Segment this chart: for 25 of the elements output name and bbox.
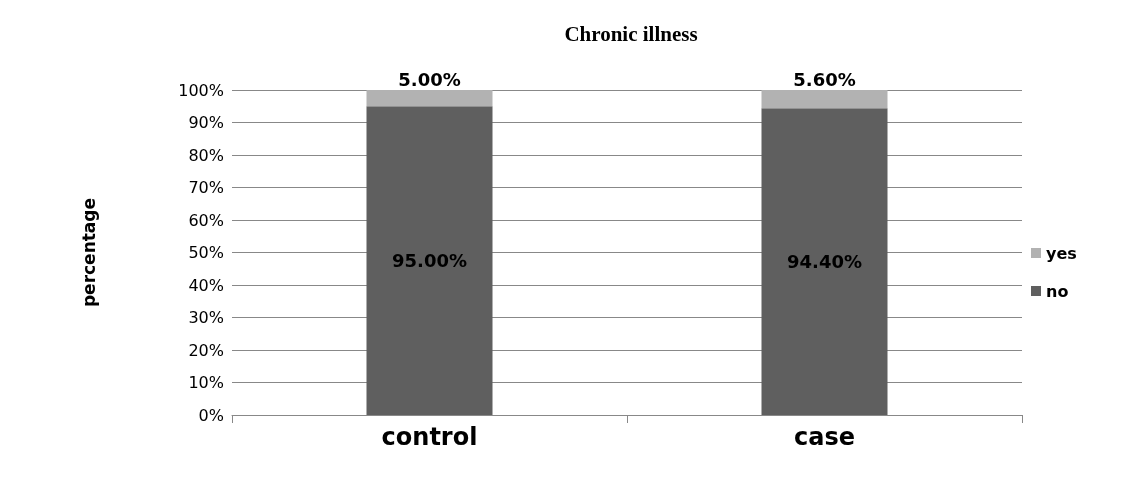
- y-axis-title: percentage: [78, 197, 99, 308]
- x-tick-label: control: [381, 423, 478, 451]
- bar: [761, 90, 888, 109]
- legend-label: no: [1046, 281, 1069, 301]
- y-tick-label: 100%: [178, 80, 224, 100]
- y-tick-label: 30%: [188, 308, 224, 327]
- y-tick-label: 10%: [188, 373, 224, 392]
- y-tick-label: 20%: [188, 340, 224, 360]
- y-tick-label: 0%: [198, 405, 224, 425]
- data-label: 5.60%: [793, 68, 856, 90]
- data-label: 94.40%: [787, 251, 862, 273]
- y-tick-label: 50%: [188, 243, 224, 262]
- legend-label: yes: [1046, 243, 1077, 263]
- bar: [366, 90, 493, 107]
- data-label: 95.00%: [392, 250, 467, 272]
- bar: [366, 106, 493, 415]
- chart-title: Chronic illness: [564, 21, 698, 46]
- y-tick-label: 80%: [188, 145, 224, 165]
- data-label: 5.00%: [398, 68, 461, 90]
- x-tick-label: case: [794, 423, 855, 451]
- y-tick-label: 40%: [188, 275, 224, 295]
- bar: [761, 108, 888, 415]
- y-tick-label: 90%: [188, 113, 224, 132]
- y-tick-label: 60%: [188, 210, 224, 230]
- y-tick-label: 70%: [188, 178, 224, 197]
